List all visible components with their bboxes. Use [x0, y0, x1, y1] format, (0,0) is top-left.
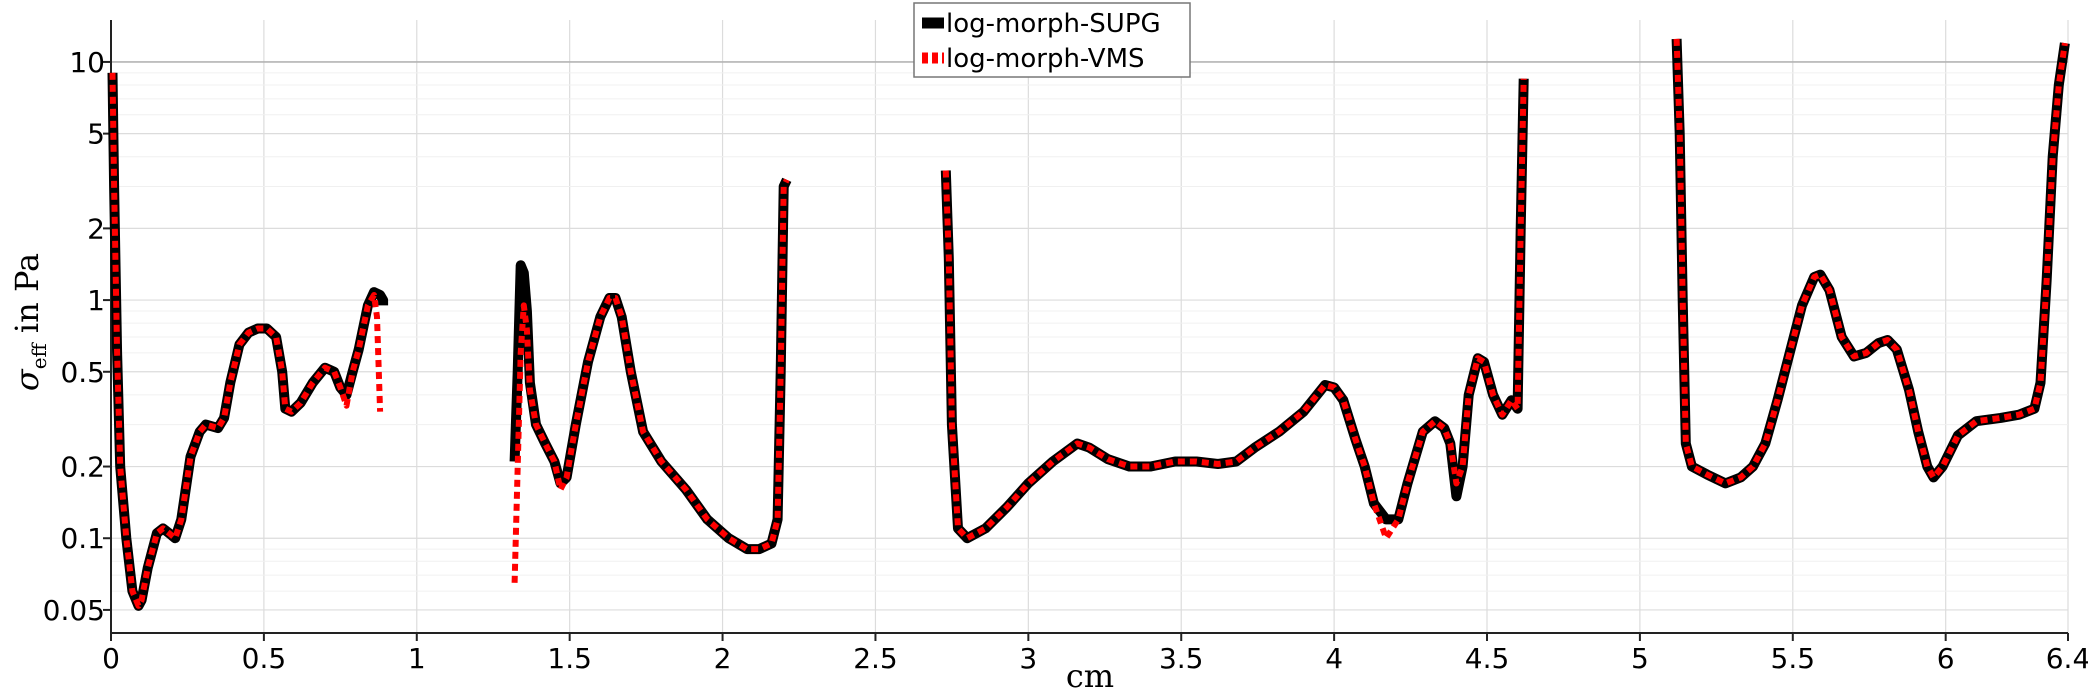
y-axis-title: σeff in Pa	[8, 253, 51, 391]
y-tick-label: 10	[69, 46, 105, 79]
y-tick-label: 0.1	[60, 522, 105, 555]
x-tick-label: 5.5	[1771, 642, 1816, 675]
x-axis-title: cm	[1066, 657, 1114, 695]
legend-label-vms: log-morph-VMS	[946, 44, 1145, 74]
y-axis-title-symbol: σ	[8, 368, 46, 391]
x-tick-label: 4	[1325, 642, 1343, 675]
x-tick-label: 6	[1937, 642, 1955, 675]
y-tick-label: 1	[87, 284, 105, 317]
y-tick-label: 2	[87, 212, 105, 245]
legend-box	[913, 2, 1191, 78]
legend: log-morph-SUPG log-morph-VMS	[913, 2, 1191, 78]
y-axis-title-rest: in Pa	[8, 253, 46, 343]
series-line-vms	[1673, 38, 2068, 487]
series-line-vms	[942, 78, 1527, 542]
axes	[110, 20, 2068, 634]
y-axis-title-subscript: eff	[27, 341, 51, 369]
x-tick-labels: 0 0.5 1 1.5 2 2.5 3 3.5 4 4.5 5 5.5 6 6.4	[102, 633, 2088, 675]
x-tick-label: 1.5	[547, 642, 592, 675]
y-tick-label: 0.5	[60, 356, 105, 389]
x-tick-label: 4.5	[1465, 642, 1510, 675]
y-tick-label: 0.2	[60, 451, 105, 484]
series-line-vms	[511, 178, 790, 583]
x-tick-label: 0	[102, 642, 120, 675]
series-line-supg	[509, 177, 792, 555]
y-tick-label: 5	[87, 118, 105, 151]
y-tick-labels: 0.05 0.1 0.2 0.5 1 2 5 10	[43, 46, 111, 627]
series-lines	[107, 38, 2070, 611]
x-tick-label: 5	[1631, 642, 1649, 675]
x-tick-label: 0.5	[242, 642, 287, 675]
x-tick-label: 1	[408, 642, 426, 675]
x-tick-label: 2	[714, 642, 732, 675]
x-tick-label: 3.5	[1159, 642, 1204, 675]
legend-label-supg: log-morph-SUPG	[946, 9, 1161, 39]
x-tick-label: 2.5	[853, 642, 898, 675]
series-line-supg	[940, 78, 1529, 544]
series-line-supg	[107, 72, 389, 611]
grid-lines	[110, 20, 2069, 633]
y-tick-label: 0.05	[43, 594, 105, 627]
x-tick-label: 6.4	[2046, 642, 2088, 675]
x-tick-label: 3	[1019, 642, 1037, 675]
